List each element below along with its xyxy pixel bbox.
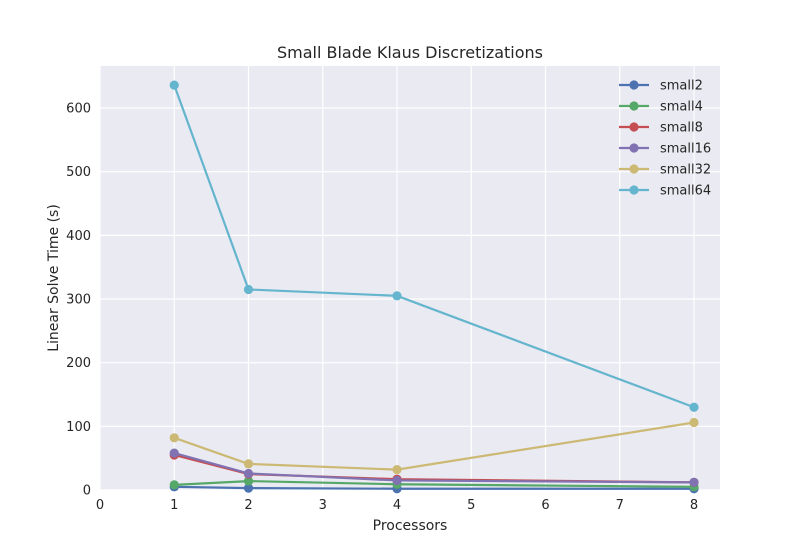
legend: small2 small4 small8 small16 small32 small64 — [619, 79, 711, 199]
x-axis-label: Processors — [373, 518, 448, 534]
legend-marker — [629, 143, 639, 153]
y-axis-ticks: 0 100 200 300 400 500 600 — [66, 102, 91, 499]
series-layer — [169, 80, 699, 494]
data-point — [689, 477, 699, 487]
legend-marker — [629, 101, 639, 111]
legend-item: small32 — [619, 163, 711, 178]
legend-item: small4 — [619, 100, 703, 115]
y-tick-label: 500 — [66, 165, 91, 180]
y-tick-label: 600 — [66, 102, 91, 117]
legend-item: small16 — [619, 142, 711, 157]
series-small32 — [169, 417, 699, 475]
series-line — [174, 485, 695, 490]
x-tick-label: 6 — [541, 498, 549, 513]
chart-title: Small Blade Klaus Discretizations — [277, 43, 543, 62]
x-tick-label: 8 — [690, 498, 698, 513]
legend-label: small64 — [660, 184, 711, 199]
legend-label: small16 — [660, 142, 711, 157]
series-line — [173, 84, 695, 409]
x-tick-label: 2 — [244, 498, 252, 513]
x-tick-label: 0 — [96, 498, 104, 513]
y-tick-label: 200 — [66, 356, 91, 371]
legend-label: small4 — [660, 100, 703, 115]
y-tick-label: 400 — [66, 229, 91, 244]
series-line — [174, 479, 695, 488]
legend-label: small8 — [660, 121, 703, 136]
x-tick-label: 3 — [319, 498, 327, 513]
legend-marker — [629, 185, 639, 195]
x-axis-ticks: 0 1 2 3 4 5 6 7 8 — [96, 498, 698, 513]
legend-marker — [629, 164, 639, 174]
series-line — [173, 421, 695, 471]
x-tick-label: 7 — [616, 498, 624, 513]
x-tick-label: 4 — [393, 498, 401, 513]
series-small64 — [169, 80, 699, 412]
data-point — [243, 459, 254, 469]
gridlines — [99, 66, 720, 491]
data-point — [169, 480, 179, 490]
series-line — [173, 452, 695, 484]
data-point — [169, 80, 179, 90]
y-axis-label: Linear Solve Time (s) — [46, 204, 62, 352]
legend-item: small8 — [619, 121, 703, 136]
data-point — [689, 402, 699, 412]
legend-label: small2 — [660, 79, 703, 94]
y-tick-label: 100 — [66, 420, 91, 435]
legend-item: small64 — [619, 184, 711, 199]
plot-area — [100, 66, 720, 490]
data-point — [169, 433, 179, 443]
data-point — [689, 417, 699, 428]
legend-label: small32 — [660, 163, 711, 178]
data-point — [392, 475, 402, 486]
series-small16 — [169, 448, 699, 487]
data-point — [392, 291, 402, 301]
data-point — [243, 468, 254, 479]
legend-marker — [629, 80, 639, 90]
data-point — [243, 284, 254, 295]
legend-item: small2 — [619, 79, 703, 94]
x-tick-label: 1 — [170, 498, 178, 513]
data-point — [243, 483, 254, 493]
data-point — [243, 476, 254, 486]
data-point — [169, 448, 179, 458]
data-point — [392, 465, 402, 475]
legend-marker — [629, 122, 639, 132]
y-tick-label: 300 — [66, 293, 91, 308]
y-tick-label: 0 — [83, 484, 91, 499]
x-tick-label: 5 — [467, 498, 475, 513]
